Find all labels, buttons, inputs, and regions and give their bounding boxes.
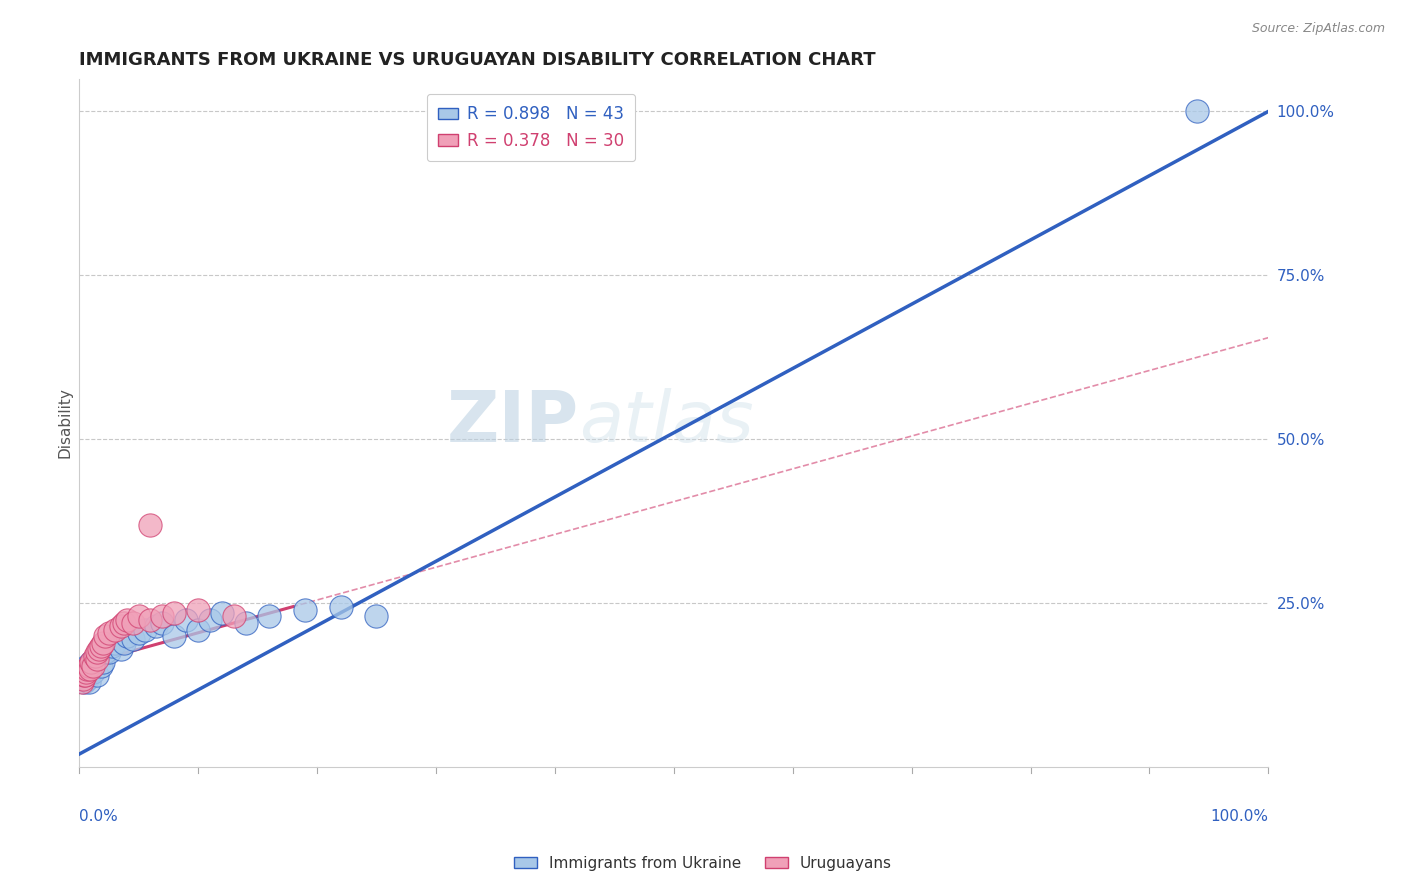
Point [75,665,97,680]
Point [77,658,100,673]
Point [87,648,110,663]
Point [187,603,209,617]
Point [76,658,98,673]
Point [97,645,120,659]
Point [73,675,96,690]
Point [294,603,316,617]
Point [75,665,97,680]
Point [121,615,143,630]
Point [83,648,105,663]
Point [150,615,173,630]
Point [77,675,100,690]
Point [80,658,103,673]
Point [73,668,96,682]
Point [89,642,111,657]
Point [104,635,127,649]
Point [75,662,97,676]
Point [187,623,209,637]
Y-axis label: Disability: Disability [58,387,72,458]
Point [139,517,162,532]
Point [82,665,104,680]
Point [139,613,162,627]
Point [82,656,104,670]
Point [80,656,103,670]
Legend: R = 0.898   N = 43, R = 0.378   N = 30: R = 0.898 N = 43, R = 0.378 N = 30 [426,94,636,161]
Point [91,635,114,649]
Point [222,609,245,624]
Point [112,635,135,649]
Point [82,658,104,673]
Point [198,613,221,627]
Point [75,668,97,682]
Text: 100.0%: 100.0% [1211,808,1268,823]
Point [1185,104,1208,119]
Point [76,662,98,676]
Point [104,623,127,637]
Text: Source: ZipAtlas.com: Source: ZipAtlas.com [1251,22,1385,36]
Point [70,675,93,690]
Point [94,645,117,659]
Point [134,623,156,637]
Point [90,658,112,673]
Point [329,599,352,614]
Point [128,609,150,624]
Point [259,609,281,624]
Point [86,652,108,666]
Legend: Immigrants from Ukraine, Uruguayans: Immigrants from Ukraine, Uruguayans [508,850,898,877]
Point [97,625,120,640]
Point [83,652,105,666]
Point [72,668,94,682]
Point [145,619,167,633]
Text: 0.0%: 0.0% [79,808,118,823]
Point [115,613,138,627]
Point [72,672,94,686]
Point [79,665,101,680]
Point [80,656,103,670]
Point [70,672,93,686]
Point [86,645,108,659]
Point [101,639,124,653]
Text: atlas: atlas [579,388,754,458]
Point [163,606,186,620]
Point [110,619,132,633]
Point [128,625,150,640]
Point [366,609,388,624]
Point [112,615,135,630]
Point [150,609,173,624]
Point [76,672,98,686]
Point [163,629,186,643]
Point [86,652,108,666]
Point [86,668,108,682]
Point [121,632,143,647]
Point [90,639,112,653]
Text: IMMIGRANTS FROM UKRAINE VS URUGUAYAN DISABILITY CORRELATION CHART: IMMIGRANTS FROM UKRAINE VS URUGUAYAN DIS… [79,51,876,69]
Point [110,642,132,657]
Point [235,615,257,630]
Point [91,656,114,670]
Point [75,668,97,682]
Point [115,629,138,643]
Point [94,629,117,643]
Point [79,662,101,676]
Text: ZIP: ZIP [446,388,579,458]
Point [174,613,197,627]
Point [211,606,233,620]
